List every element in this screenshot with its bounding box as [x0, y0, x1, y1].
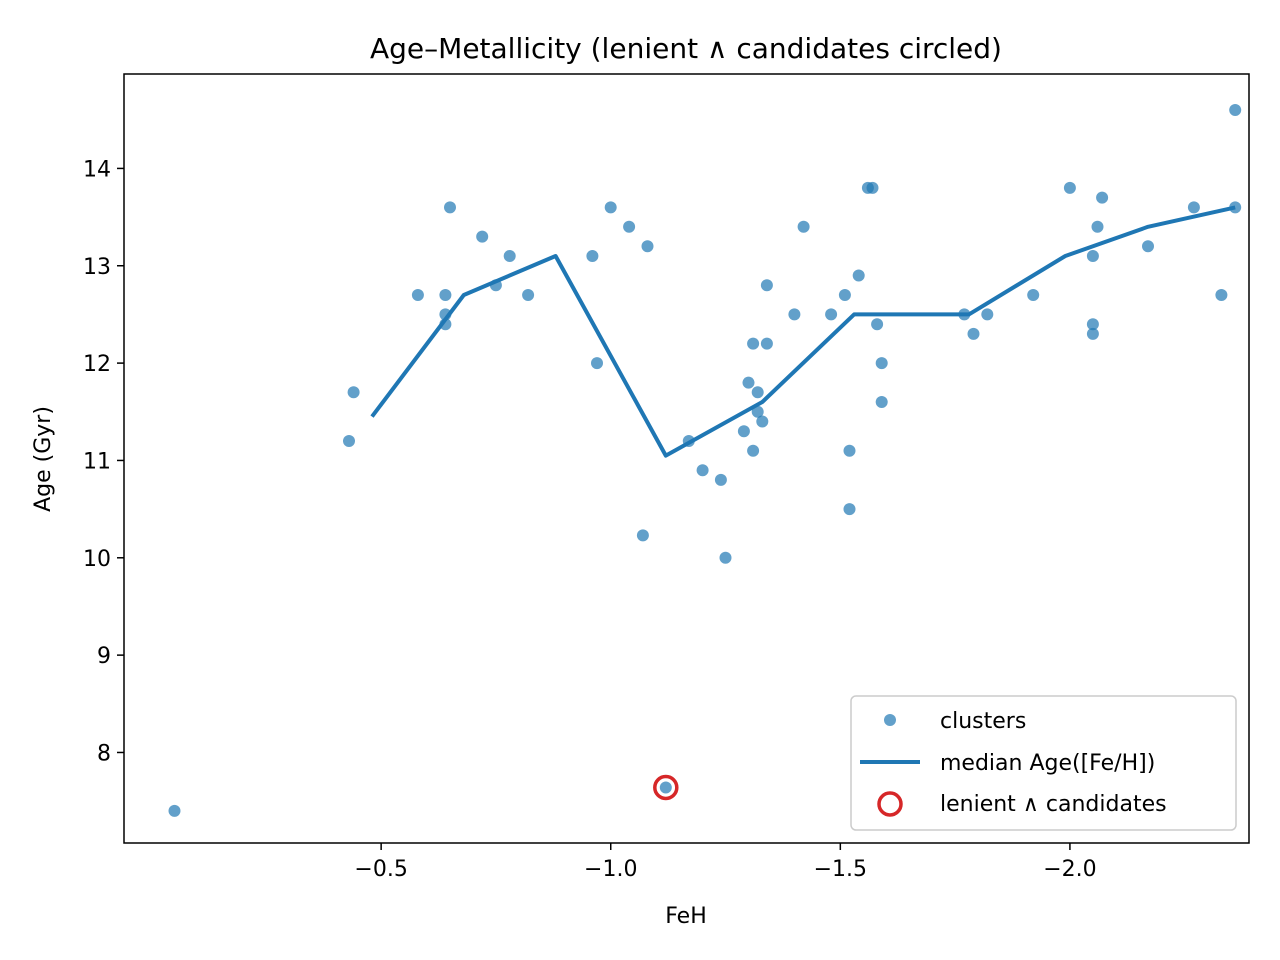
cluster-point [343, 435, 355, 447]
y-tick-label: 12 [83, 352, 111, 377]
cluster-point [591, 357, 603, 370]
y-tick-label: 13 [83, 255, 111, 280]
cluster-point [866, 181, 879, 194]
cluster-point [788, 308, 801, 321]
cluster-point [852, 269, 865, 282]
cluster-point [696, 464, 709, 477]
cluster-point [719, 551, 732, 564]
cluster-point [760, 279, 773, 292]
cluster-point [659, 781, 672, 794]
legend-clusters-marker [884, 714, 896, 726]
cluster-point [1096, 191, 1109, 204]
x-tick-label: −1.5 [814, 857, 867, 882]
cluster-point [797, 220, 810, 233]
legend: clusters median Age([Fe/H]) lenient ∧ ca… [850, 695, 1237, 831]
cluster-point [522, 289, 535, 301]
cluster-point [636, 529, 649, 542]
cluster-point [604, 201, 617, 214]
cluster-point [875, 396, 888, 408]
cluster-point [1086, 318, 1099, 331]
cluster-point [967, 327, 980, 340]
legend-box [850, 695, 1237, 831]
cluster-point [623, 220, 636, 233]
cluster-point [751, 386, 764, 399]
x-tick-label: −1.0 [584, 857, 637, 882]
cluster-point [714, 473, 727, 486]
cluster-point [439, 289, 452, 301]
cluster-point [981, 308, 994, 321]
cluster-point [747, 444, 760, 457]
plot-frame [123, 73, 1250, 844]
x-tick-label: −0.5 [354, 857, 407, 882]
y-tick-label: 11 [83, 449, 111, 474]
legend-candidates-label: lenient ∧ candidates [940, 792, 1167, 817]
y-axis-label: Age (Gyr) [31, 406, 56, 512]
cluster-point [747, 337, 760, 350]
x-axis-label: FeH [665, 904, 707, 929]
cluster-point [843, 503, 856, 516]
cluster-point [411, 289, 424, 301]
cluster-point [1063, 181, 1076, 194]
cluster-point [843, 444, 856, 457]
y-axis-ticks: 8 9 10 11 12 13 14 [83, 157, 124, 766]
cluster-point [1091, 220, 1104, 233]
cluster-point [347, 386, 360, 399]
legend-candidates-marker [877, 791, 903, 817]
cluster-point [1187, 201, 1200, 214]
x-tick-label: −2.0 [1043, 857, 1096, 882]
cluster-point [1142, 240, 1154, 253]
cluster-point [1086, 327, 1099, 340]
cluster-point [1086, 250, 1099, 262]
legend-clusters-label: clusters [940, 709, 1026, 734]
cluster-point [875, 357, 888, 370]
cluster-point [760, 337, 773, 350]
plot-marks [168, 104, 1242, 817]
candidate-ring [653, 774, 679, 801]
legend-median-label: median Age([Fe/H]) [940, 751, 1155, 776]
y-tick-label: 10 [83, 547, 111, 572]
y-tick-label: 8 [97, 741, 111, 766]
median-age-line [370, 205, 1236, 458]
cluster-point [1215, 289, 1228, 301]
cluster-point [751, 405, 764, 418]
cluster-point [871, 318, 884, 331]
cluster-point [1027, 289, 1040, 301]
y-tick-label: 14 [83, 157, 111, 182]
cluster-point [168, 804, 181, 817]
cluster-point [838, 289, 851, 301]
cluster-point [825, 308, 838, 321]
cluster-point [641, 240, 654, 253]
cluster-point [1229, 104, 1242, 116]
chart-title: Age–Metallicity (lenient ∧ candidates ci… [370, 32, 1002, 65]
cluster-point [476, 230, 489, 243]
cluster-point [737, 425, 750, 438]
cluster-point [586, 250, 599, 262]
cluster-point [742, 376, 755, 389]
cluster-point [756, 415, 769, 428]
cluster-point [503, 250, 516, 262]
y-tick-label: 9 [97, 644, 111, 669]
x-axis-ticks: −0.5 −1.0 −1.5 −2.0 [354, 843, 1097, 882]
cluster-point [444, 201, 456, 214]
